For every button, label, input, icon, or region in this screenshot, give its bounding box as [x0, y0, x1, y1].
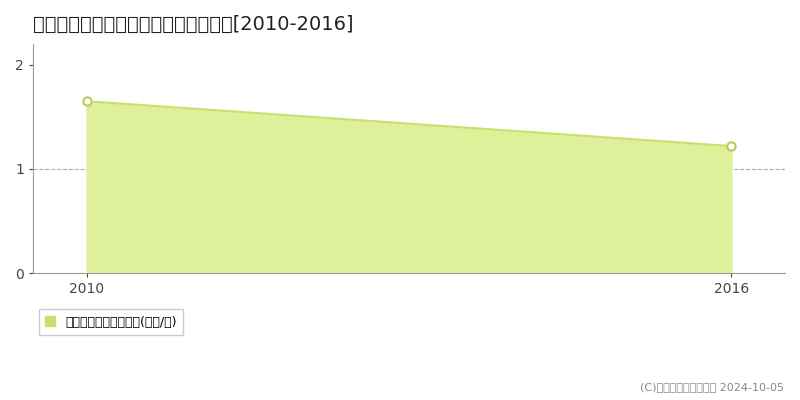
Text: 三方上中郡若犭町新道　土地価格推移[2010-2016]: 三方上中郡若犭町新道 土地価格推移[2010-2016]: [33, 15, 354, 34]
Text: (C)土地価格ドットコム 2024-10-05: (C)土地価格ドットコム 2024-10-05: [640, 382, 784, 392]
Legend: 土地価格　平均坊単価(万円/坊): 土地価格 平均坊単価(万円/坊): [39, 309, 183, 335]
